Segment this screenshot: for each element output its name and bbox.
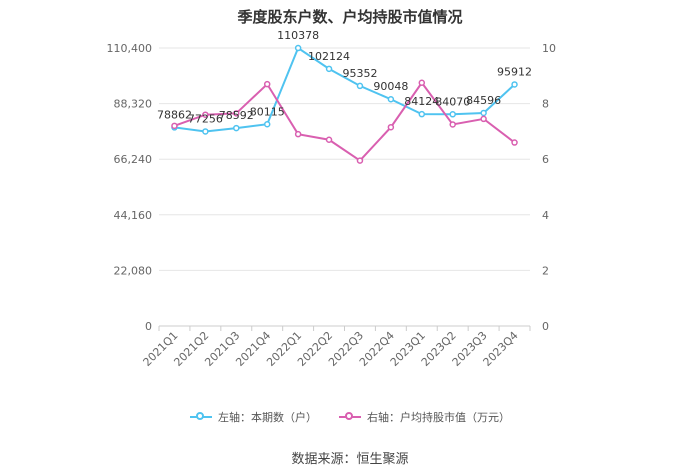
- right-series-point: [325, 136, 333, 143]
- right-series-point: [449, 121, 456, 128]
- right-series-point: [202, 111, 209, 118]
- right-series-point: [387, 123, 395, 131]
- data-label: 102124: [308, 50, 350, 63]
- left-series-point: [511, 81, 518, 88]
- chart-title: 季度股东户数、户均持股市值情况: [237, 8, 463, 26]
- legend-item-right-series[interactable]: 右轴：户均持股市值（万元）: [339, 409, 510, 425]
- series-lines: [171, 44, 518, 164]
- legend-label-right-series: 右轴：户均持股市值（万元）: [367, 411, 510, 424]
- right-series-point: [263, 80, 271, 88]
- left-series-line: [174, 46, 516, 133]
- left-series-point: [202, 128, 209, 135]
- data-label: 84596: [466, 94, 501, 107]
- right-axis-tick-label: 6: [542, 153, 549, 166]
- left-series-line-icon: [190, 411, 212, 423]
- left-axis-tick-label: 44,160: [114, 209, 153, 222]
- legend-label-left-series: 左轴：本期数（户）: [218, 411, 317, 424]
- right-series-point: [511, 139, 518, 146]
- left-series-point: [325, 65, 333, 73]
- legend: 左轴：本期数（户） 右轴：户均持股市值（万元）: [0, 409, 700, 425]
- left-series-point: [449, 111, 456, 118]
- x-axis-tick-label: 2023Q4: [481, 329, 521, 369]
- left-axis-tick-label: 66,240: [114, 153, 153, 166]
- source-note: 数据来源：恒生聚源: [291, 452, 409, 467]
- grid-lines: [159, 47, 530, 271]
- data-label: 90048: [373, 80, 408, 93]
- data-label: 84124: [404, 95, 439, 108]
- left-series-point: [263, 121, 271, 128]
- right-series-point: [233, 110, 240, 117]
- right-axis-tick-label: 10: [542, 42, 556, 55]
- right-series-point: [294, 130, 302, 138]
- left-series-point: [356, 82, 364, 90]
- left-axis-tick-label: 88,320: [114, 98, 153, 111]
- left-axis-tick-label: 0: [145, 320, 152, 333]
- left-axis-tick-label: 110,400: [107, 42, 153, 55]
- right-series-point: [356, 157, 364, 164]
- data-label: 95352: [342, 67, 377, 80]
- data-label: 78592: [219, 109, 254, 122]
- data-label: 95912: [497, 65, 532, 78]
- left-axis-tick-label: 22,080: [114, 264, 153, 277]
- right-axis-tick-label: 2: [542, 264, 549, 277]
- right-series-line: [174, 81, 516, 162]
- left-series-point: [387, 95, 395, 103]
- right-series-point: [171, 122, 178, 130]
- data-label: 80115: [250, 105, 285, 118]
- left-series-point: [294, 44, 302, 52]
- right-axis-tick-label: 4: [542, 209, 549, 222]
- right-series-line-icon: [339, 411, 361, 423]
- data-label: 84070: [435, 95, 470, 108]
- left-series-point: [233, 124, 240, 132]
- left-series-point: [480, 109, 487, 117]
- right-axis-tick-label: 0: [542, 320, 549, 333]
- right-series-point: [480, 115, 487, 123]
- left-series-point: [418, 110, 426, 118]
- data-label: 77256: [188, 112, 223, 125]
- data-label: 110378: [277, 29, 319, 42]
- right-axis-tick-label: 8: [542, 98, 549, 111]
- legend-item-left-series[interactable]: 左轴：本期数（户）: [190, 409, 317, 425]
- right-series-point: [418, 79, 426, 86]
- data-label: 78862: [157, 108, 192, 121]
